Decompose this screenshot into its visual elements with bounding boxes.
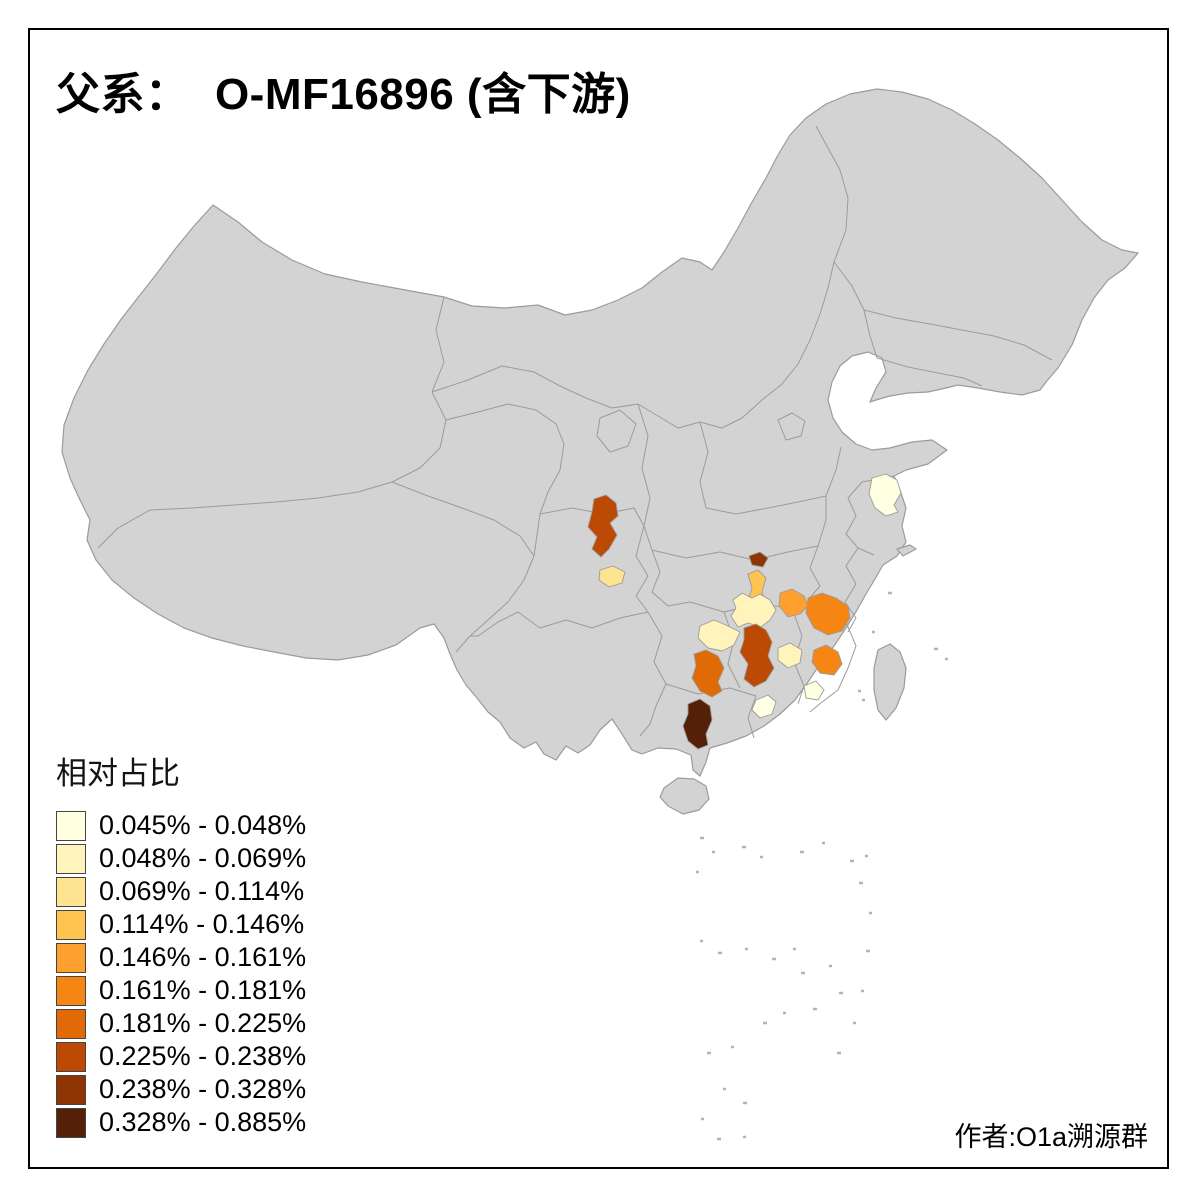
colored-region	[691, 649, 725, 698]
legend-label: 0.048% - 0.069%	[99, 843, 307, 873]
colored-region	[751, 694, 777, 719]
legend-item: 0.048% - 0.069%	[56, 842, 306, 875]
legend-item: 0.238% - 0.328%	[56, 1073, 306, 1106]
colored-region	[805, 592, 851, 636]
colored-region	[598, 565, 626, 588]
page-title: 父系： O-MF16896 (含下游)	[56, 70, 631, 119]
legend-label: 0.225% - 0.238%	[99, 1041, 307, 1071]
legend-label: 0.181% - 0.225%	[99, 1008, 307, 1038]
china-mainland	[61, 88, 1139, 777]
legend-item: 0.114% - 0.146%	[56, 908, 306, 941]
legend-item: 0.045% - 0.048%	[56, 809, 306, 842]
legend-item: 0.181% - 0.225%	[56, 1007, 306, 1040]
legend-label: 0.045% - 0.048%	[99, 810, 307, 840]
legend-label: 0.146% - 0.161%	[99, 942, 307, 972]
colored-region	[778, 588, 809, 618]
legend-swatch	[56, 1074, 86, 1105]
colored-region	[777, 642, 803, 669]
colored-region	[868, 473, 902, 517]
legend-label: 0.069% - 0.114%	[99, 876, 305, 906]
legend-label: 0.161% - 0.181%	[99, 975, 307, 1005]
colored-region	[682, 698, 713, 750]
legend-title: 相对占比	[56, 756, 180, 791]
legend-swatch	[56, 1008, 86, 1039]
legend-swatch	[56, 876, 86, 907]
legend-swatch	[56, 975, 86, 1006]
legend-swatch	[56, 909, 86, 940]
legend-swatch	[56, 843, 86, 874]
colored-regions-layer	[587, 473, 902, 750]
hainan-island	[659, 777, 710, 815]
base-land-layer	[61, 88, 1139, 815]
legend-swatch	[56, 1041, 86, 1072]
colored-region	[730, 592, 777, 628]
islets-layer	[696, 591, 948, 1141]
legend-label: 0.114% - 0.146%	[99, 909, 305, 939]
legend-swatch	[56, 810, 86, 841]
colored-region	[739, 623, 775, 688]
colored-region	[697, 619, 741, 652]
author-credit: 作者:O1a溯源群	[954, 1122, 1148, 1152]
legend-label: 0.238% - 0.328%	[99, 1074, 307, 1104]
taiwan-island	[873, 643, 907, 721]
colored-region	[587, 494, 619, 558]
legend-item: 0.069% - 0.114%	[56, 875, 306, 908]
chongming-island	[896, 544, 917, 557]
legend-item: 0.225% - 0.238%	[56, 1040, 306, 1073]
legend-label: 0.328% - 0.885%	[99, 1107, 307, 1137]
legend-swatch	[56, 1107, 86, 1138]
legend-item: 0.161% - 0.181%	[56, 974, 306, 1007]
colored-region	[803, 680, 825, 701]
colored-region	[811, 644, 843, 676]
south-china-sea-islets	[696, 836, 872, 1141]
colored-region	[748, 551, 769, 568]
map-legend: 相对占比 0.045% - 0.048% 0.048% - 0.069% 0.0…	[56, 748, 306, 1139]
legend-item: 0.328% - 0.885%	[56, 1106, 306, 1139]
legend-item: 0.146% - 0.161%	[56, 941, 306, 974]
legend-swatch	[56, 942, 86, 973]
coastal-islets	[858, 591, 948, 702]
